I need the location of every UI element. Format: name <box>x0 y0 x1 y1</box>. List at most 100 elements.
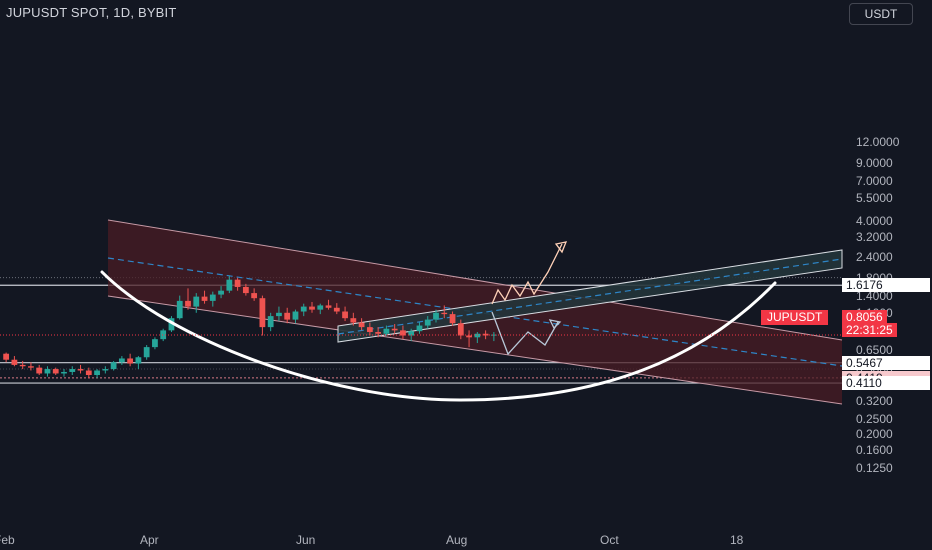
candle-body <box>242 286 249 294</box>
price-axis-tick: 5.5000 <box>856 190 893 205</box>
candle-body <box>69 369 76 372</box>
candlesticks <box>3 275 497 379</box>
candle-body <box>127 358 134 364</box>
candle-body <box>77 369 84 371</box>
candle-body <box>226 279 233 291</box>
candle-body <box>284 312 291 320</box>
candle-body <box>267 316 274 328</box>
candle-body <box>251 293 258 299</box>
current-price-tag: 0.8056 <box>842 310 887 324</box>
candle-body <box>85 370 92 376</box>
candle-body <box>317 305 324 310</box>
current-symbol: JUPUSDT <box>767 310 823 324</box>
candle-body <box>52 369 59 374</box>
candle-body <box>218 290 224 295</box>
candle-body <box>11 359 18 365</box>
candle-body <box>292 311 299 320</box>
price-axis-tick: 0.2500 <box>856 411 893 426</box>
price-axis-tick: 2.4000 <box>856 250 893 265</box>
channel-bottom-line <box>107 295 843 405</box>
candle-body <box>416 325 423 332</box>
candle-body <box>342 311 348 319</box>
bullish-arrow-head <box>554 241 568 254</box>
candle-body <box>350 318 357 323</box>
candle-body <box>3 353 10 360</box>
candle-body <box>160 330 167 340</box>
time-axis-tick: 18 <box>730 533 744 547</box>
candle-body <box>234 279 241 287</box>
candle-body <box>408 331 415 336</box>
candle-body <box>193 296 200 307</box>
countdown-value: 22:31:25 <box>846 323 893 337</box>
price-axis-tick: 4.0000 <box>856 213 893 228</box>
price-axis-tick: 3.2000 <box>856 229 893 244</box>
price-axis-tick: 12.0000 <box>856 135 900 150</box>
candle-body <box>375 332 382 334</box>
candle-body <box>391 328 398 331</box>
candle-body <box>102 369 109 371</box>
candle-body <box>185 300 191 307</box>
bearish-arrow-head <box>548 319 562 330</box>
candle-body <box>441 312 448 315</box>
candle-body <box>474 333 481 338</box>
candle-body <box>36 367 43 374</box>
price-level-tag: 0.4110 <box>842 376 930 391</box>
countdown-tag: 22:31:25 <box>842 323 897 337</box>
candle-body <box>118 358 125 363</box>
candle-body <box>400 330 406 336</box>
candle-body <box>168 318 175 331</box>
candle-body <box>143 347 150 358</box>
candle-body <box>94 370 100 376</box>
candle-body <box>276 312 282 317</box>
candle-body <box>44 369 51 374</box>
price-axis-tick: 0.1600 <box>856 443 893 458</box>
candle-body <box>433 312 439 320</box>
candle-body <box>61 371 67 374</box>
current-price-value: 0.8056 <box>846 310 883 324</box>
candle-body <box>19 364 26 367</box>
candle-body <box>449 314 456 324</box>
candle-body <box>110 362 117 370</box>
candle-body <box>135 357 142 364</box>
candle-body <box>466 335 472 338</box>
price-axis-tick: 7.0000 <box>856 173 893 188</box>
time-axis-tick: Jun <box>296 533 316 547</box>
price-level-tag: 1.6176 <box>842 278 930 293</box>
trend-channels <box>107 219 843 405</box>
price-axis-tick: 9.0000 <box>856 155 893 170</box>
candle-body <box>201 296 208 301</box>
candle-body <box>424 319 431 326</box>
price-axis-tick: 0.1250 <box>856 460 893 475</box>
candle-body <box>482 333 489 336</box>
time-axis-tick: Feb <box>0 533 15 547</box>
candle-body <box>366 327 373 333</box>
candle-body <box>176 300 183 319</box>
candle-body <box>259 298 266 328</box>
candle-body <box>490 334 497 336</box>
time-axis-tick: Apr <box>140 533 159 547</box>
currency-button[interactable]: USDT <box>849 3 913 25</box>
current-price-badge: JUPUSDT <box>761 310 829 325</box>
candle-body <box>152 339 158 348</box>
candle-body <box>28 366 34 368</box>
candle-body <box>325 305 332 308</box>
symbol-title: JUPUSDT SPOT, 1D, BYBIT <box>6 5 177 20</box>
candle-body <box>358 322 365 328</box>
rounding-bottom-arc <box>100 270 777 402</box>
ascending-channel-mid-dashed-line <box>337 258 843 335</box>
channel-top-line <box>107 219 843 341</box>
price-level-tag: 0.5467 <box>842 355 930 370</box>
price-axis-tick: 0.6500 <box>856 343 893 358</box>
candle-body <box>383 328 390 334</box>
candle-body <box>457 323 464 336</box>
candle-body <box>209 294 216 301</box>
time-axis-tick: Aug <box>446 533 468 547</box>
price-axis-tick: 0.2000 <box>856 427 893 442</box>
time-axis-tick: Oct <box>600 533 619 547</box>
price-axis-tick: 0.3200 <box>856 393 893 408</box>
bullish-projection-path <box>491 243 563 305</box>
candle-body <box>300 306 307 312</box>
bearish-projection-path <box>491 311 559 356</box>
candle-body <box>333 307 340 312</box>
